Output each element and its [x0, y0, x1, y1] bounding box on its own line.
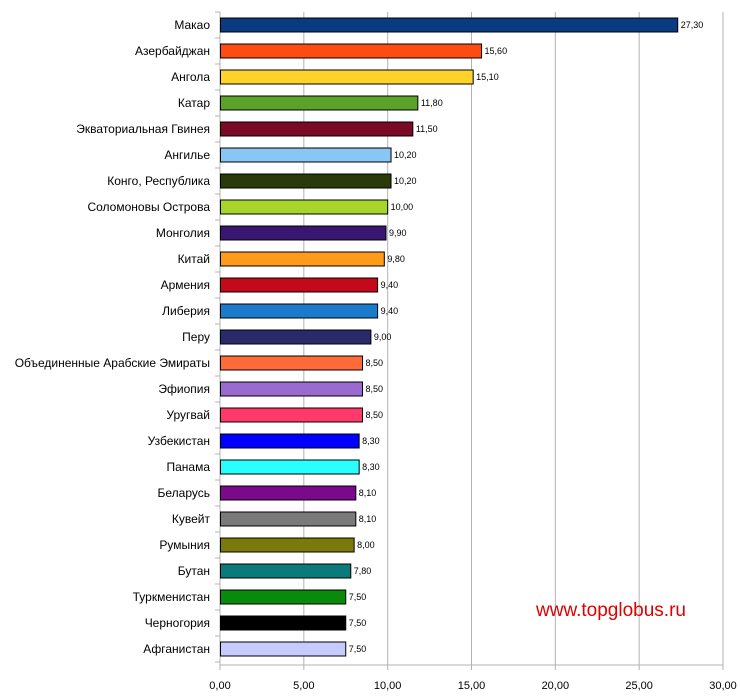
bar — [220, 147, 392, 163]
category-label: Соломоновы Острова — [87, 200, 210, 214]
bar — [220, 329, 372, 345]
bar — [220, 589, 347, 605]
value-label: 7,50 — [349, 644, 367, 654]
bar — [220, 303, 379, 319]
x-tick-label: 20,00 — [542, 680, 570, 692]
value-label: 10,20 — [394, 150, 417, 160]
value-label: 7,50 — [349, 618, 367, 628]
bar — [220, 225, 387, 241]
value-label: 9,00 — [374, 332, 392, 342]
bar — [220, 173, 392, 189]
value-label: 9,90 — [389, 228, 407, 238]
category-label: Ангола — [171, 70, 210, 84]
category-label: Азербайджан — [135, 44, 210, 58]
value-label: 8,10 — [359, 488, 377, 498]
category-label: Панама — [166, 460, 210, 474]
bar — [220, 251, 385, 267]
bar — [220, 433, 360, 449]
category-label: Румыния — [159, 538, 210, 552]
category-label: Туркменистан — [133, 590, 210, 604]
x-tick-label: 5,00 — [293, 680, 314, 692]
bar — [220, 511, 357, 527]
bar — [220, 485, 357, 501]
bar — [220, 199, 389, 215]
bar — [220, 407, 364, 423]
value-label: 11,80 — [421, 98, 443, 108]
value-label: 8,50 — [366, 358, 384, 368]
category-label: Макао — [174, 18, 210, 32]
value-label: 9,40 — [381, 306, 399, 316]
value-label: 7,80 — [354, 566, 372, 576]
category-label: Афганистан — [143, 642, 210, 656]
value-label: 15,10 — [476, 72, 499, 82]
category-label: Перу — [182, 330, 210, 344]
x-tick-label: 25,00 — [625, 680, 653, 692]
value-label: 8,30 — [362, 436, 380, 446]
value-label: 10,00 — [391, 202, 414, 212]
value-label: 15,60 — [485, 46, 508, 56]
category-label: Кувейт — [172, 512, 211, 526]
value-label: 10,20 — [394, 176, 417, 186]
bar — [220, 43, 483, 59]
category-label: Ангилье — [164, 148, 210, 162]
value-label: 9,40 — [381, 280, 399, 290]
bar — [220, 381, 364, 397]
bar — [220, 537, 355, 553]
value-label: 8,50 — [366, 384, 384, 394]
category-label: Либерия — [162, 304, 210, 318]
x-tick-label: 15,00 — [458, 680, 486, 692]
category-label: Экваториальная Гвинея — [76, 122, 210, 136]
bar — [220, 69, 474, 85]
category-label: Узбекистан — [148, 434, 210, 448]
category-label: Бутан — [178, 564, 210, 578]
bar — [220, 121, 414, 137]
value-label: 7,50 — [349, 592, 367, 602]
category-label: Уругвай — [166, 408, 210, 422]
value-label: 8,50 — [366, 410, 384, 420]
bar — [220, 641, 347, 657]
watermark-text: www.topglobus.ru — [536, 600, 686, 621]
value-label: 9,80 — [387, 254, 405, 264]
category-label: Китай — [178, 252, 210, 266]
bar — [220, 95, 419, 111]
bar — [220, 17, 679, 33]
category-label: Катар — [178, 96, 210, 110]
bar — [220, 563, 352, 579]
x-tick-label: 0,00 — [209, 680, 230, 692]
bar — [220, 277, 379, 293]
category-label: Монголия — [156, 226, 210, 240]
bar — [220, 459, 360, 475]
category-label: Эфиопия — [158, 382, 210, 396]
category-label: Объединенные Арабские Эмираты — [15, 356, 210, 370]
category-label: Беларусь — [158, 486, 210, 500]
value-label: 27,30 — [681, 20, 704, 30]
x-tick-label: 10,00 — [374, 680, 402, 692]
x-tick-label: 30,00 — [709, 680, 737, 692]
value-label: 8,00 — [357, 540, 375, 550]
bar — [220, 355, 364, 371]
category-label: Черногория — [145, 616, 210, 630]
value-label: 8,30 — [362, 462, 380, 472]
value-label: 11,50 — [416, 124, 438, 134]
bar — [220, 615, 347, 631]
category-label: Армения — [161, 278, 210, 292]
category-label: Конго, Республика — [107, 174, 210, 188]
value-label: 8,10 — [359, 514, 377, 524]
